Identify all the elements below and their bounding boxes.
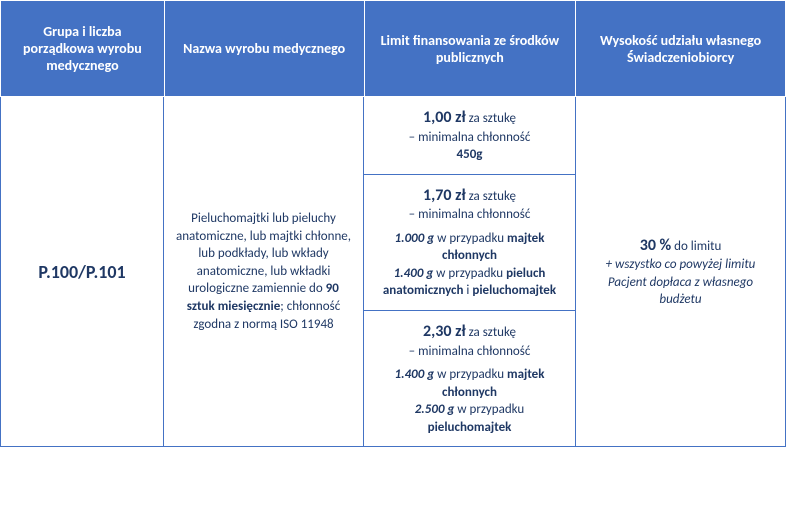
body-row: P.100/P.101 Pieluchomajtki lub pieluchy … <box>0 97 786 447</box>
t-3-1: w przypadku <box>434 367 507 382</box>
g-3-2: 2.500 g <box>415 402 455 417</box>
share-note: + wszystko co powyżej limitu Pacjent dop… <box>590 256 771 309</box>
header-group: Grupa i liczba porządkowa wyrobu medyczn… <box>1 1 165 97</box>
t-2-2: w przypadku <box>433 266 506 281</box>
share-cell: 30 % do limitu + wszystko co powyżej lim… <box>576 97 786 447</box>
header-limit: Limit finansowania ze środków publicznyc… <box>364 1 576 97</box>
per-3: za sztukę <box>466 325 516 340</box>
g-2-2: 1.400 g <box>394 266 434 281</box>
b-3-2: pieluchomajtek <box>428 420 512 435</box>
b-2-3: pieluchomajtek <box>472 283 556 298</box>
per-2: za sztukę <box>466 189 516 204</box>
header-row: Grupa i liczba porządkowa wyrobu medyczn… <box>1 1 786 97</box>
limit-row-3: 2,30 zł za sztukę – minimalna chłonność … <box>364 311 576 447</box>
price-3: 2,30 zł <box>423 322 466 341</box>
header-name: Nazwa wyrobu medycznego <box>164 1 364 97</box>
limits-cell: 1,00 zł za sztukę – minimalna chłonność … <box>364 97 576 447</box>
header-share: Wysokość udziału własnego Świadczeniobio… <box>576 1 786 97</box>
line-1-1: – minimalna chłonność <box>376 129 563 147</box>
line-2-1: – minimalna chłonność <box>376 206 563 224</box>
price-2: 1,70 zł <box>423 186 466 205</box>
bold-1-1: 450g <box>376 146 563 164</box>
line-3-1: – minimalna chłonność <box>376 343 563 361</box>
description-cell: Pieluchomajtki lub pieluchy anatomiczne,… <box>164 97 364 447</box>
group-code: P.100/P.101 <box>38 261 125 283</box>
group-code-cell: P.100/P.101 <box>0 97 164 447</box>
t-3-2: w przypadku <box>454 402 524 417</box>
t-2-1: w przypadku <box>434 231 507 246</box>
limit-row-1: 1,00 zł za sztukę – minimalna chłonność … <box>364 97 576 175</box>
limit-row-2: 1,70 zł za sztukę – minimalna chłonność … <box>364 175 576 311</box>
g-2-1: 1.000 g <box>395 231 435 246</box>
per-1: za sztukę <box>466 111 516 126</box>
share-pct: 30 % <box>640 236 672 255</box>
price-1: 1,00 zł <box>423 108 466 127</box>
share-txt: do limitu <box>671 239 721 254</box>
medical-table: Grupa i liczba porządkowa wyrobu medyczn… <box>0 0 786 97</box>
g-3-1: 1.400 g <box>395 367 435 382</box>
